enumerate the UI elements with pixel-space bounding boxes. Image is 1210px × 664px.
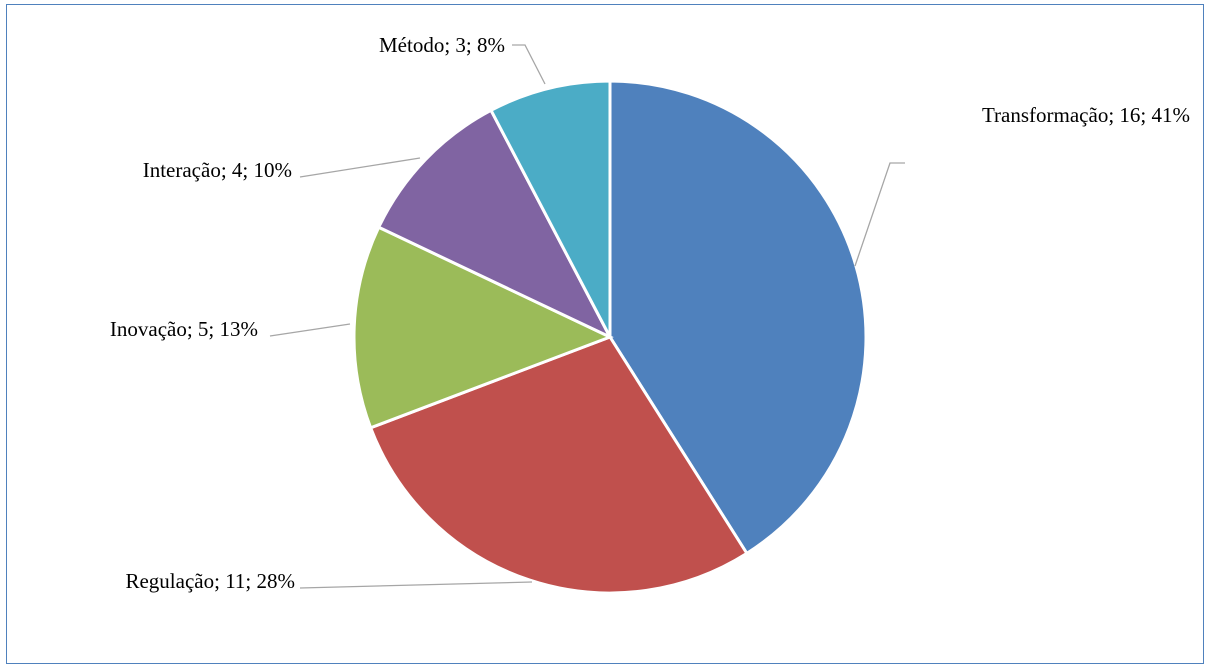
leader-line-interacao <box>299 157 421 178</box>
pie-slice-transformacao <box>608 79 868 556</box>
leader-line-inovacao <box>269 323 351 337</box>
pie-slice-inovacao <box>352 225 614 430</box>
leader-line-transformacao <box>854 162 905 267</box>
data-label-inovacao: Inovação; 5; 13% <box>110 317 258 341</box>
leader-line-regulacao <box>299 581 533 589</box>
pie-slice-regulacao <box>368 335 749 595</box>
data-label-transformacao: Transformação; 16; 41% <box>982 103 1190 127</box>
pie-slice-metodo <box>489 79 612 338</box>
data-label-interacao: Interação; 4; 10% <box>143 158 292 182</box>
leader-lines <box>269 44 905 589</box>
pie-slice-interacao <box>376 108 614 341</box>
data-label-regulacao: Regulação; 11; 28% <box>125 569 295 593</box>
data-labels: Transformação; 16; 41% Regulação; 11; 28%… <box>110 33 1190 593</box>
pie-slices <box>352 79 868 595</box>
data-label-metodo: Método; 3; 8% <box>379 33 505 57</box>
leader-line-metodo <box>512 44 546 85</box>
